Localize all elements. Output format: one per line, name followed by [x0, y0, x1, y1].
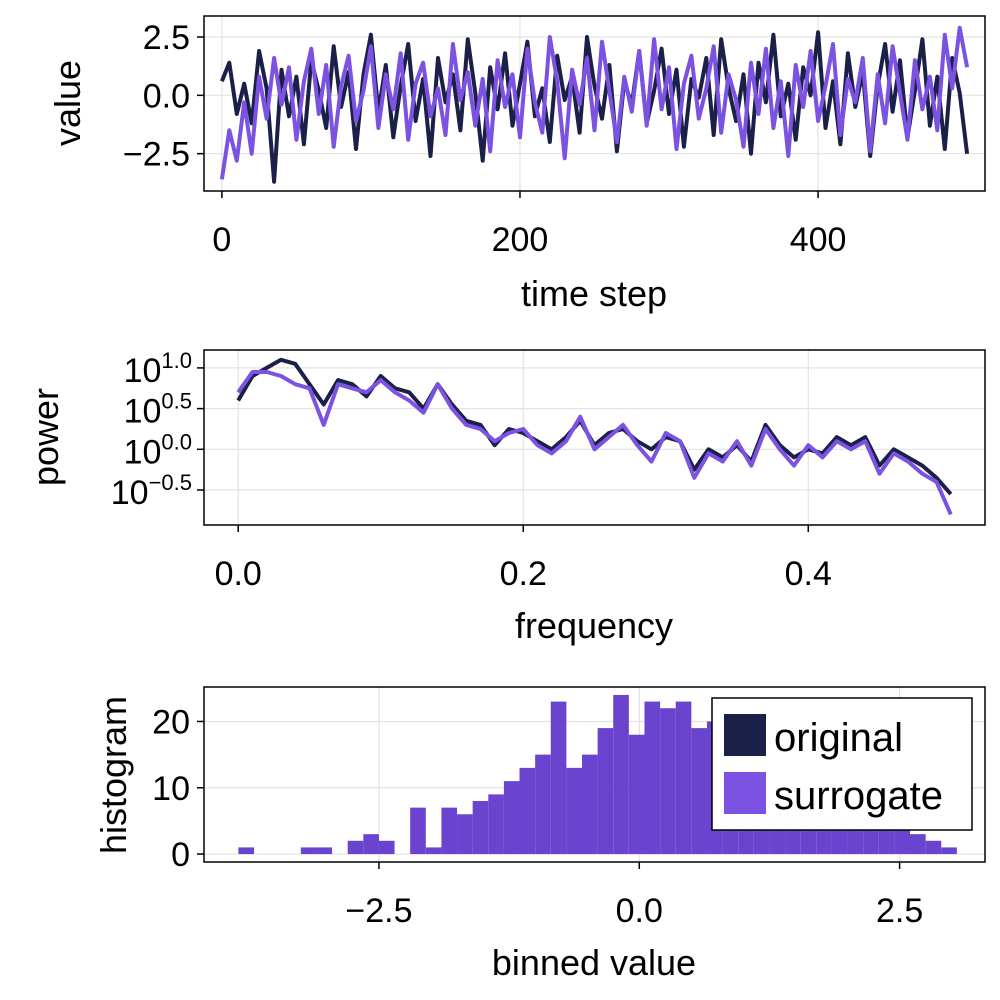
- histogram-bar: [378, 840, 395, 855]
- histogram-xlabel: binned value: [492, 942, 696, 983]
- histogram-bar: [582, 754, 598, 855]
- time-series-xlabel: time step: [521, 273, 667, 314]
- y-tick-label: 20: [152, 703, 190, 741]
- legend-swatch-original: [724, 714, 766, 756]
- x-tick-label: 0.2: [500, 555, 547, 593]
- histogram-bar: [566, 767, 583, 855]
- time-series-panel: −2.5 0.0 2.5 0 200 400 time step value: [47, 15, 986, 314]
- histogram-bar: [691, 728, 707, 855]
- power-spectrum-plot-frame: [203, 349, 986, 526]
- y-tick-label: 0.0: [143, 77, 190, 115]
- legend: original surrogate: [711, 697, 973, 831]
- histogram-bar: [925, 840, 942, 855]
- x-tick-label: 200: [492, 221, 549, 259]
- surrogate-series-line: [219, 25, 970, 180]
- histogram-bar: [472, 801, 489, 855]
- histogram-bar: [660, 708, 676, 855]
- histogram-bar: [316, 847, 333, 855]
- histogram-plot-frame: [203, 686, 986, 863]
- histogram-bar: [441, 807, 458, 855]
- histogram-bar: [519, 767, 536, 855]
- histogram-ylabel: histogram: [93, 696, 134, 854]
- surrogate-series-line: [236, 370, 953, 516]
- histogram-bar: [535, 754, 551, 855]
- x-tick-label: 0.4: [785, 555, 832, 593]
- y-tick-label: −2.5: [123, 136, 190, 174]
- y-tick-label: 101.0: [124, 348, 192, 390]
- histogram-bar: [347, 840, 364, 855]
- legend-label-surrogate: surrogate: [774, 774, 943, 818]
- histogram-bar: [300, 847, 317, 855]
- histogram-bar: [363, 834, 379, 855]
- x-tick-label: 0.0: [215, 555, 262, 593]
- histogram-bar: [910, 834, 926, 855]
- histogram-bar: [550, 701, 567, 855]
- time-series-ylabel: value: [47, 60, 88, 146]
- histogram-bar: [644, 701, 661, 855]
- y-tick-label: 2.5: [143, 19, 190, 57]
- histogram-bar: [613, 694, 629, 855]
- histogram-bar: [488, 794, 504, 855]
- y-tick-label: 0: [171, 836, 190, 874]
- histogram-bar: [238, 847, 254, 855]
- x-tick-label: 0.0: [616, 892, 663, 930]
- y-tick-label: 100.5: [124, 389, 192, 431]
- histogram-bar: [597, 728, 614, 855]
- histogram-bar: [941, 847, 957, 855]
- y-tick-label: 10: [152, 770, 190, 808]
- power-spectrum-ylabel: power: [25, 388, 66, 486]
- x-tick-label: 2.5: [876, 892, 923, 930]
- time-series-plot-frame: [203, 15, 986, 192]
- legend-swatch-surrogate: [724, 772, 766, 814]
- power-spectrum-xlabel: frequency: [515, 605, 673, 646]
- y-tick-label: 100.0: [124, 429, 192, 471]
- histogram-bar: [503, 781, 520, 855]
- histogram-bar: [457, 814, 473, 855]
- legend-label-original: original: [774, 716, 903, 760]
- x-tick-label: 400: [790, 221, 847, 259]
- histogram-bar: [675, 701, 692, 855]
- x-tick-label: −2.5: [345, 892, 412, 930]
- histogram-bar: [628, 734, 645, 855]
- y-tick-label: 10−0.5: [111, 470, 192, 512]
- original-series-line: [236, 357, 953, 496]
- histogram-bar: [410, 807, 426, 855]
- x-tick-label: 0: [212, 221, 231, 259]
- histogram-bar: [425, 847, 442, 855]
